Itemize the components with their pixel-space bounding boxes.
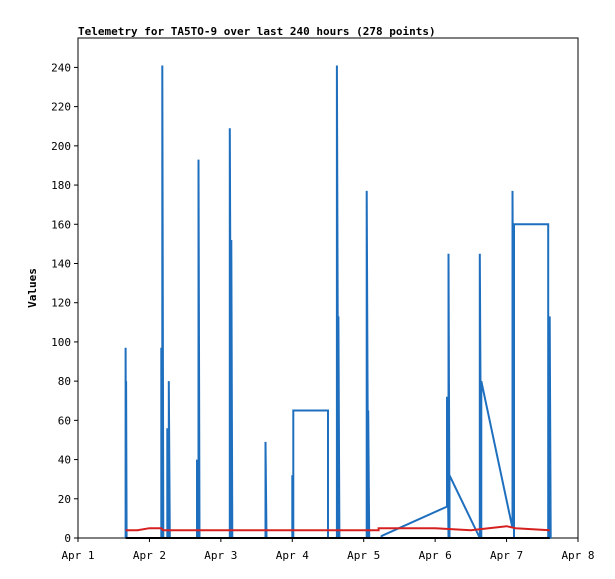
y-tick-label: 240 xyxy=(51,61,71,74)
y-tick-label: 80 xyxy=(58,375,71,388)
series-line-1 xyxy=(125,525,550,532)
x-tick-label: Apr 8 xyxy=(561,549,594,562)
y-tick-label: 220 xyxy=(51,101,71,114)
y-axis-label: Values xyxy=(26,268,39,308)
y-tick-label: 0 xyxy=(64,532,71,545)
x-tick-label: Apr 7 xyxy=(490,549,523,562)
y-tick-label: 60 xyxy=(58,414,71,427)
y-tick-label: 100 xyxy=(51,336,71,349)
series-layer xyxy=(124,65,552,539)
y-tick-label: 120 xyxy=(51,297,71,310)
x-axis: Apr 1 Apr 2 Apr 3 Apr 4 Apr 5 Apr 6 Apr 7 Apr 8 xyxy=(61,538,595,562)
series-line-0 xyxy=(124,65,552,539)
y-tick-label: 40 xyxy=(58,454,71,467)
y-axis: 0 20 40 60 80 100 120 140 160 180 200 220 240 xyxy=(51,61,78,545)
y-tick-label: 140 xyxy=(51,257,71,270)
x-tick-label: Apr 3 xyxy=(204,549,237,562)
y-tick-label: 200 xyxy=(51,140,71,153)
chart-title: Telemetry for TA5TO-9 over last 240 hour… xyxy=(78,25,436,38)
x-tick-label: Apr 2 xyxy=(133,549,166,562)
x-tick-label: Apr 1 xyxy=(61,549,94,562)
x-tick-label: Apr 4 xyxy=(276,549,309,562)
x-tick-label: Apr 5 xyxy=(347,549,380,562)
y-tick-label: 180 xyxy=(51,179,71,192)
y-tick-label: 160 xyxy=(51,218,71,231)
x-tick-label: Apr 6 xyxy=(419,549,452,562)
y-tick-label: 20 xyxy=(58,493,71,506)
